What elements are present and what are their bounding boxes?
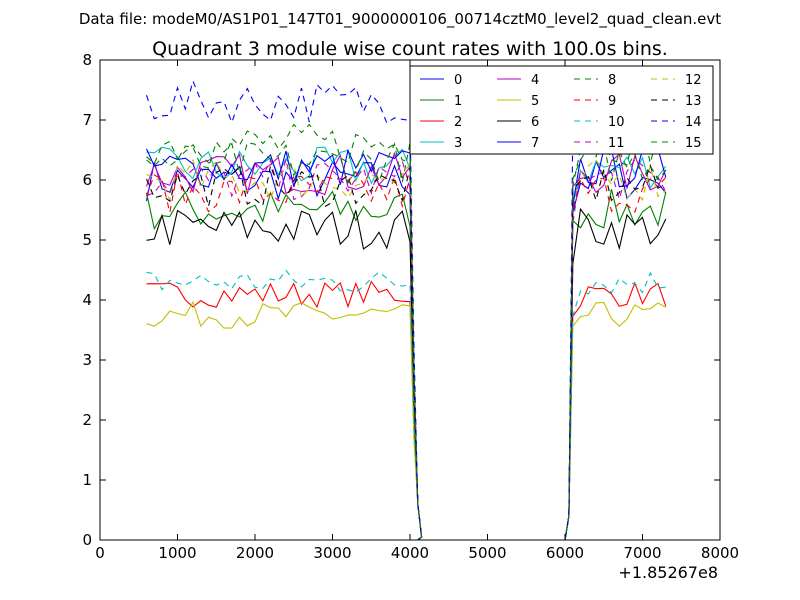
legend-label-5: 5: [531, 94, 539, 109]
legend-label-7: 7: [531, 136, 539, 151]
legend-label-6: 6: [531, 115, 539, 130]
x-tick-label: 3000: [313, 544, 351, 562]
chart-title: Quadrant 3 module wise count rates with …: [152, 38, 668, 60]
legend-box: [409, 65, 714, 155]
x-tick-label: 6000: [546, 544, 584, 562]
x-tick-label: 5000: [468, 544, 506, 562]
x-tick-label: 1000: [158, 544, 196, 562]
legend-label-3: 3: [454, 136, 462, 151]
y-tick-label: 0: [82, 531, 92, 549]
y-tick-label: 1: [82, 471, 92, 489]
series-line-10: [146, 269, 666, 541]
axis-ticks: 0 1000 2000 3000 4000 5000 6000 7000 80000123456…: [82, 51, 739, 562]
x-tick-label: 8000: [701, 544, 739, 562]
y-tick-label: 8: [82, 51, 92, 69]
legend-label-11: 11: [608, 136, 625, 151]
x-offset-label: +1.85267e8: [618, 563, 718, 582]
legend-label-0: 0: [454, 73, 462, 88]
legend-label-1: 1: [454, 94, 462, 109]
legend-label-10: 10: [608, 115, 625, 130]
legend-label-12: 12: [685, 73, 702, 88]
header-text: Data file: modeM0/AS1P01_147T01_90000001…: [79, 10, 721, 29]
y-tick-label: 2: [82, 411, 92, 429]
series-line-12: [146, 158, 667, 541]
legend-label-9: 9: [608, 94, 616, 109]
legend-label-14: 14: [685, 115, 702, 130]
legend-label-4: 4: [531, 73, 539, 88]
x-tick-label: 0: [95, 544, 105, 562]
legend-label-13: 13: [685, 94, 702, 109]
y-tick-label: 3: [82, 351, 92, 369]
legend-label-2: 2: [454, 115, 462, 130]
y-tick-label: 5: [82, 231, 92, 249]
x-tick-label: 7000: [623, 544, 661, 562]
y-tick-label: 6: [82, 171, 92, 189]
legend-label-8: 8: [608, 73, 616, 88]
y-tick-label: 7: [82, 111, 92, 129]
series-line-15: [146, 140, 667, 541]
legend-label-15: 15: [685, 136, 702, 151]
y-tick-label: 4: [82, 291, 92, 309]
x-tick-label: 4000: [391, 544, 429, 562]
x-tick-label: 2000: [236, 544, 274, 562]
series-line-5: [146, 300, 667, 541]
